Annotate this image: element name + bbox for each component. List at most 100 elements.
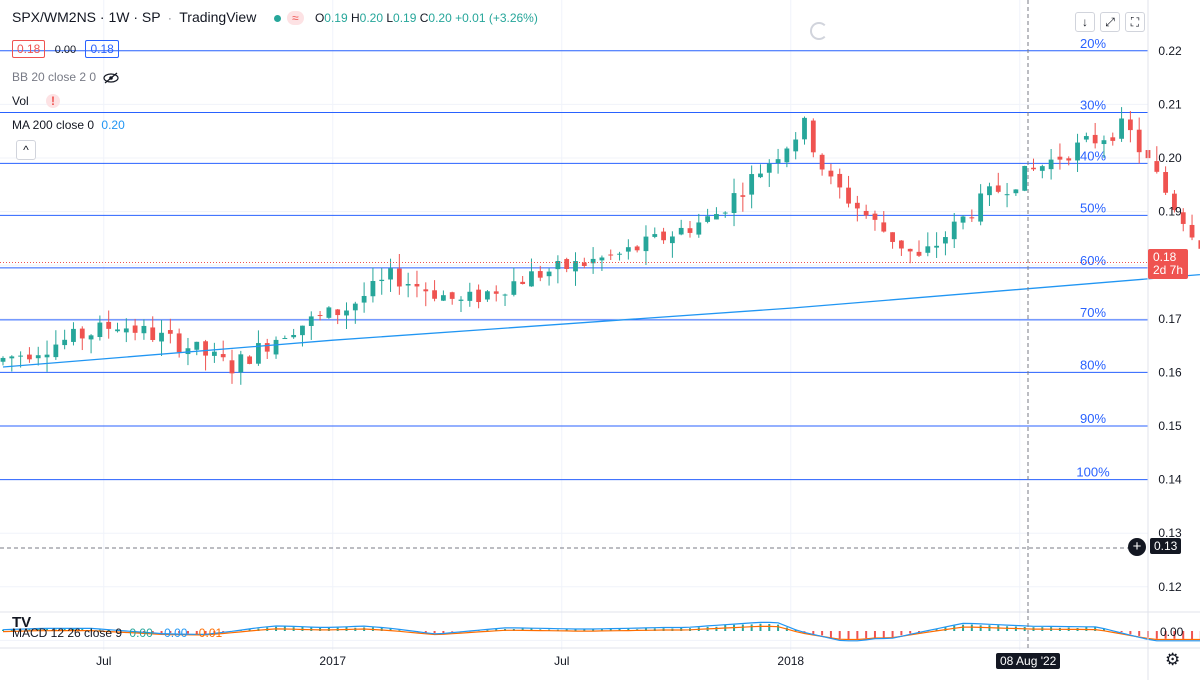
price-axis-tick-label: 0.12 [1158, 580, 1182, 594]
fib-level-label: 20% [1080, 36, 1106, 51]
close-value: 0.20 [428, 11, 452, 25]
gear-icon[interactable]: ⚙ [1165, 650, 1181, 669]
candle-up [678, 227, 684, 235]
candle-up [35, 355, 41, 359]
scroll-to-latest-button[interactable]: ↓ [1075, 12, 1095, 32]
candle-up [352, 303, 358, 311]
add-alert-plus-icon[interactable]: + [1128, 538, 1146, 556]
macd-axis-value: 0.00 [1160, 625, 1184, 639]
candle-up [978, 193, 984, 222]
candle-up [326, 307, 332, 318]
candle-down [872, 213, 878, 220]
market-status-dot-icon [273, 15, 281, 23]
candle-up [731, 193, 737, 213]
hidden-eye-icon[interactable] [103, 72, 120, 84]
close-label: C [419, 11, 429, 25]
candle-down [608, 254, 614, 256]
candle-up [141, 325, 147, 334]
candle-down [264, 343, 270, 352]
price-axis-tick-label: 0.20 [1158, 151, 1182, 165]
candle-up [370, 281, 376, 297]
ohlc-readout: O0.19 H0.20 L0.19 C0.20 +0.01 (+3.26%) [315, 11, 538, 25]
candle-up [9, 356, 15, 359]
candle-up [925, 246, 931, 253]
open-value: 0.19 [324, 11, 348, 25]
candle-up [291, 334, 297, 338]
candle-down [810, 120, 816, 153]
candle-down [150, 327, 156, 340]
open-label: O [314, 11, 325, 25]
candle-up [88, 335, 94, 340]
fib-level-label: 100% [1076, 465, 1110, 480]
price-axis-tick-label: 0.17 [1158, 312, 1182, 326]
fib-level-label: 70% [1080, 305, 1106, 320]
ma200-series [0, 262, 1200, 368]
macd-legend[interactable]: MACD 12 26 close 9 0.00 -0.00 -0.01 [12, 626, 222, 640]
candle-down [898, 240, 904, 249]
crosshair-price-label: 0.13 [1150, 538, 1182, 554]
fib-level-label: 80% [1080, 357, 1106, 372]
candle-up [617, 253, 622, 255]
candle-up [951, 221, 957, 240]
candle-up [300, 325, 305, 336]
price-axis-tick-label: 0.13 [1158, 526, 1182, 540]
candle-down [247, 356, 253, 364]
candle-up [943, 237, 948, 244]
candle-down [1136, 129, 1142, 153]
warning-icon[interactable]: ! [46, 94, 61, 108]
candle-up [749, 174, 755, 195]
vol-legend[interactable]: Vol ! [12, 94, 61, 108]
crosshair [0, 0, 1148, 650]
candle-down [1198, 240, 1200, 249]
candle-up [793, 139, 799, 152]
vol-label: Vol [12, 94, 29, 108]
candle-down [537, 271, 543, 278]
candle-up [775, 159, 781, 164]
low-label: L [386, 11, 394, 25]
candle-up [405, 284, 411, 286]
fib-level-label: 90% [1080, 411, 1106, 426]
candle-down [1172, 193, 1177, 211]
candle-down [687, 228, 693, 233]
candle-up [0, 357, 6, 362]
symbol-header[interactable]: SPX/WM2NS · 1W · SP · TradingView ≈ O0.1… [12, 9, 538, 25]
candle-up [361, 295, 367, 303]
collapse-legend-button[interactable]: ^ [16, 140, 36, 160]
candle-up [546, 271, 552, 277]
candle-up [652, 234, 658, 237]
candle-up [256, 343, 261, 364]
candle-down [863, 210, 869, 216]
candle-down [1180, 212, 1186, 224]
candle-up [573, 261, 578, 272]
candle-up [97, 322, 103, 338]
candle-up [643, 236, 649, 252]
candle-up [960, 216, 966, 223]
candle-up [115, 329, 120, 332]
low-value: 0.19 [393, 11, 417, 25]
candle-down [881, 222, 887, 232]
candle-up [18, 355, 24, 357]
candle-up [485, 291, 490, 300]
candle-up [62, 339, 68, 346]
candle-down [396, 268, 402, 287]
candle-down [493, 291, 499, 294]
symbol-title[interactable]: SPX/WM2NS · 1W · SP [12, 9, 161, 25]
candle-down [837, 173, 843, 188]
bb-legend[interactable]: BB 20 close 2 0 [12, 70, 120, 84]
ma-legend[interactable]: MA 200 close 0 0.20 [12, 118, 125, 132]
candle-up [159, 332, 164, 342]
candle-up [344, 310, 349, 316]
expand-button[interactable]: ⤢ [1100, 12, 1120, 32]
crosshair-date-label: 08 Aug '22 [996, 653, 1061, 669]
candle-down [1031, 167, 1036, 170]
candle-up [1004, 194, 1010, 196]
tradingview-logo-icon[interactable]: TV [12, 614, 32, 631]
candle-down [854, 202, 860, 209]
fib-retracement[interactable]: 20% 30% 40% 50% 60% 70% 80% 90% 100% [0, 36, 1148, 481]
candle-up [987, 186, 992, 196]
candle-up [1048, 159, 1054, 170]
price-axis-tick-label: 0.21 [1158, 97, 1182, 111]
fullscreen-button[interactable]: ⛶ [1125, 12, 1145, 32]
time-axis-tick-label: 2017 [319, 654, 346, 668]
